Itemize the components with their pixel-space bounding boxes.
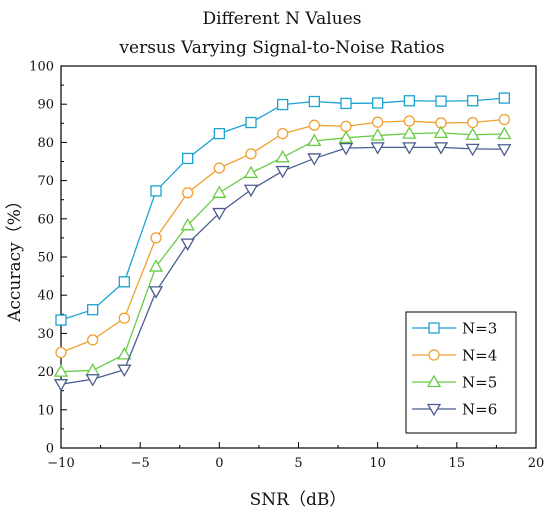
data-point-n5 xyxy=(180,217,195,231)
data-point-n4 xyxy=(467,116,479,129)
x-tick-label: 0 xyxy=(215,456,223,471)
data-point-n5 xyxy=(212,185,227,198)
legend-box xyxy=(405,311,517,434)
data-point-n3 xyxy=(150,185,162,197)
x-tick-label: 20 xyxy=(528,456,545,471)
data-point-n4 xyxy=(55,346,67,359)
data-point-n5 xyxy=(117,347,132,360)
data-point-n5 xyxy=(275,149,290,163)
x-tick-label: −5 xyxy=(131,456,150,471)
y-tick-label: 70 xyxy=(37,174,54,189)
data-point-n3 xyxy=(340,97,352,110)
series-n4 xyxy=(55,113,510,359)
data-point-n4 xyxy=(277,127,289,140)
data-point-n5 xyxy=(338,130,354,143)
data-point-n6 xyxy=(117,364,132,378)
legend-label-n4: N=4 xyxy=(462,347,497,365)
data-point-n5 xyxy=(85,363,100,376)
legend-marker-n5 xyxy=(426,374,442,388)
data-point-n4 xyxy=(182,187,194,199)
data-point-n6 xyxy=(85,374,100,387)
data-point-n5 xyxy=(497,126,512,140)
data-point-n4 xyxy=(213,162,225,174)
legend-marker-n3 xyxy=(428,322,440,334)
y-tick-label: 30 xyxy=(37,327,54,342)
y-tick-label: 60 xyxy=(37,212,54,227)
x-axis-label: SNR（dB） xyxy=(250,490,347,510)
series-n3 xyxy=(55,92,510,326)
y-tick-label: 90 xyxy=(37,98,54,113)
data-point-n6 xyxy=(148,286,164,299)
data-point-n4 xyxy=(118,312,130,324)
x-tick-label: 10 xyxy=(369,456,386,471)
data-point-n3 xyxy=(308,95,320,108)
data-point-n4 xyxy=(498,113,510,126)
y-tick-label: 40 xyxy=(37,289,54,304)
data-point-n6 xyxy=(307,153,322,166)
data-point-n6 xyxy=(212,207,227,221)
data-point-n6 xyxy=(243,184,259,198)
data-point-n6 xyxy=(275,165,290,179)
data-point-n4 xyxy=(403,115,415,127)
legend-label-n6: N=6 xyxy=(462,401,497,419)
data-point-n5 xyxy=(433,125,449,139)
y-tick-label: 100 xyxy=(29,60,54,75)
data-point-n4 xyxy=(87,334,99,346)
data-point-n6 xyxy=(433,142,449,155)
data-point-n3 xyxy=(213,127,225,140)
legend-label-n3: N=3 xyxy=(462,320,497,338)
data-point-n5 xyxy=(307,133,322,147)
data-point-n3 xyxy=(55,314,67,326)
data-point-n3 xyxy=(245,116,257,129)
data-point-n3 xyxy=(87,304,99,316)
x-tick-label: 5 xyxy=(294,456,302,471)
data-point-n3 xyxy=(372,97,384,109)
y-tick-label: 80 xyxy=(37,136,54,151)
series-n6 xyxy=(53,142,512,392)
y-tick-label: 0 xyxy=(46,442,54,457)
data-point-n5 xyxy=(243,165,259,179)
y-tick-label: 20 xyxy=(37,365,54,380)
data-point-n6 xyxy=(53,379,69,392)
data-point-n6 xyxy=(370,142,385,155)
data-point-n5 xyxy=(370,128,385,141)
y-axis-label: Accuracy（%） xyxy=(5,192,25,323)
data-point-n6 xyxy=(402,142,417,155)
legend: N=3 N=4 N=5 N=6 xyxy=(405,311,517,434)
data-point-n3 xyxy=(467,95,479,107)
data-point-n4 xyxy=(372,116,384,128)
data-series xyxy=(53,92,512,392)
y-tick-label: 10 xyxy=(37,403,54,418)
legend-marker-n4 xyxy=(428,349,440,361)
data-point-n5 xyxy=(465,127,480,140)
y-tick-label: 50 xyxy=(37,251,54,266)
axis-ticks: −10 −5 0 5 10 15 20 0 10 20 30 40 50 60 70 80 90 100 xyxy=(29,60,544,472)
data-point-n6 xyxy=(180,238,195,251)
data-point-n6 xyxy=(338,142,354,156)
data-point-n6 xyxy=(497,144,512,157)
data-point-n3 xyxy=(435,95,447,107)
data-point-n3 xyxy=(277,98,289,111)
data-point-n4 xyxy=(245,148,257,160)
data-point-n5 xyxy=(402,126,417,139)
chart-title-line-2: versus Varying Signal-to-Noise Ratios xyxy=(118,38,444,58)
data-point-n6 xyxy=(465,143,480,157)
x-tick-label: −10 xyxy=(47,456,74,471)
data-point-n3 xyxy=(403,95,415,107)
data-point-n5 xyxy=(148,259,164,272)
legend-marker-n6 xyxy=(426,403,442,417)
data-point-n3 xyxy=(118,276,130,288)
legend-label-n5: N=5 xyxy=(462,374,497,392)
data-point-n5 xyxy=(53,364,69,377)
data-point-n4 xyxy=(150,232,162,244)
data-point-n4 xyxy=(340,120,352,133)
data-point-n4 xyxy=(308,119,320,131)
x-tick-label: 15 xyxy=(449,456,466,471)
data-point-n3 xyxy=(498,92,510,104)
chart-title-line-1: Different N Values xyxy=(203,9,362,29)
data-point-n3 xyxy=(182,152,194,165)
